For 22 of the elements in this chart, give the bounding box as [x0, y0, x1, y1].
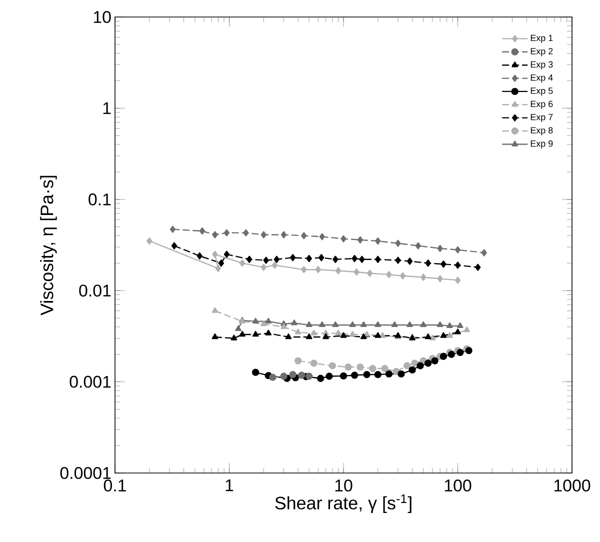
x-tick-label: 1: [226, 480, 234, 492]
legend-label: Exp 3: [530, 61, 553, 70]
legend-label: Exp 8: [530, 127, 553, 136]
x-tick-label: 1000: [554, 480, 590, 492]
legend-label: Exp 7: [530, 114, 553, 122]
y-tick-label: 0.001: [70, 376, 111, 388]
legend-label: Exp 9: [530, 140, 553, 148]
x-tick-label: 0.1: [104, 480, 126, 492]
legend-label: Exp 2: [530, 48, 553, 56]
legend-label: Exp 4: [530, 74, 553, 83]
y-tick-label: 0.0001: [60, 467, 111, 480]
x-tick-label: 100: [444, 480, 472, 492]
y-axis-title: Viscosity, η [Pa·s]: [40, 176, 57, 316]
legend-label: Exp 5: [530, 88, 553, 96]
legend-label: Exp 1: [530, 34, 553, 43]
y-tick-label: 0.1: [88, 193, 111, 206]
legend-label: Exp 6: [530, 100, 553, 109]
y-tick-label: 0.01: [79, 284, 111, 297]
x-axis-title: Shear rate, γ [s$^{-1}$]: [275, 494, 412, 513]
y-tick-label: 10: [94, 11, 111, 23]
x-tick-label: 10: [335, 480, 352, 492]
y-tick-label: 1: [103, 102, 111, 114]
